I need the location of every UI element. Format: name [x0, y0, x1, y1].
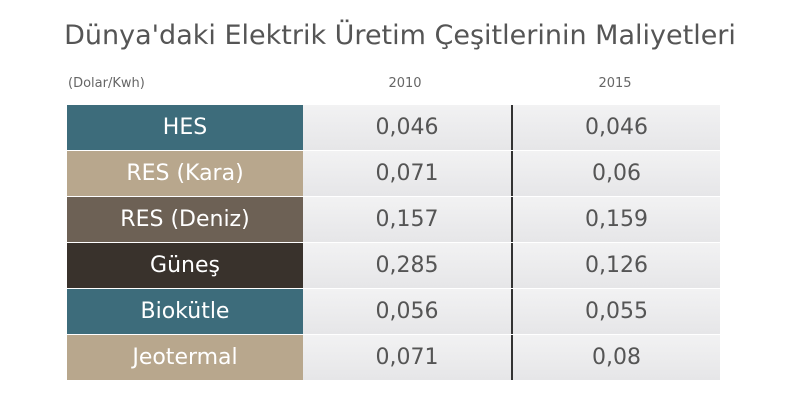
- row-label: Biokütle: [67, 289, 303, 334]
- table-row: RES (Kara) 0,071 0,06: [67, 151, 720, 196]
- row-label: RES (Deniz): [67, 197, 303, 242]
- cell-value: 0,06: [511, 151, 720, 196]
- row-label: RES (Kara): [67, 151, 303, 196]
- cell-value: 0,285: [303, 243, 511, 288]
- cell-value: 0,055: [511, 289, 720, 334]
- cell-value: 0,071: [303, 335, 511, 380]
- table-row: RES (Deniz) 0,157 0,159: [67, 197, 720, 242]
- cell-value: 0,126: [511, 243, 720, 288]
- row-label: Güneş: [67, 243, 303, 288]
- row-label: HES: [67, 105, 303, 150]
- table-row: Jeotermal 0,071 0,08: [67, 335, 720, 380]
- column-header: 2015: [598, 76, 632, 91]
- unit-label: (Dolar/Kwh): [68, 76, 145, 91]
- cell-value: 0,08: [511, 335, 720, 380]
- cell-value: 0,071: [303, 151, 511, 196]
- table-row: Güneş 0,285 0,126: [67, 243, 720, 288]
- title: Dünya'daki Elektrik Üretim Çeşitlerinin …: [64, 20, 736, 51]
- table-row: HES 0,046 0,046: [67, 105, 720, 150]
- row-label: Jeotermal: [67, 335, 303, 380]
- cell-value: 0,046: [303, 105, 511, 150]
- cell-value: 0,046: [511, 105, 720, 150]
- cell-value: 0,157: [303, 197, 511, 242]
- column-header: 2010: [388, 76, 422, 91]
- cell-value: 0,056: [303, 289, 511, 334]
- cell-value: 0,159: [511, 197, 720, 242]
- table-row: Biokütle 0,056 0,055: [67, 289, 720, 334]
